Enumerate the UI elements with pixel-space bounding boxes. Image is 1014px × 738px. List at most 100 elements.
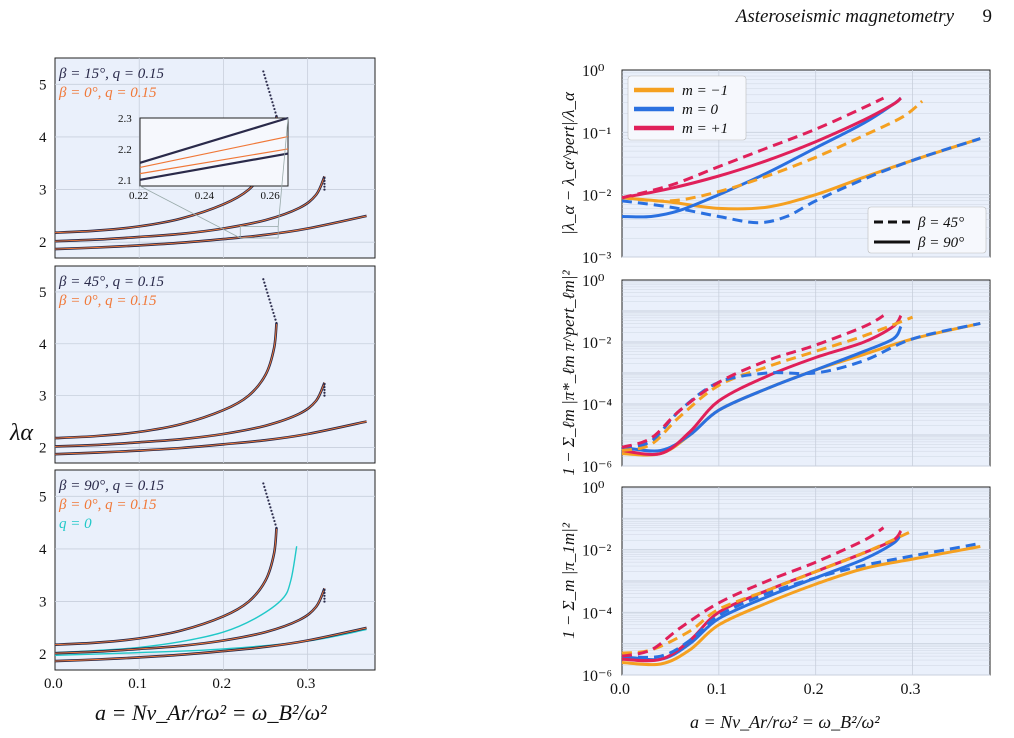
x-tick-label: 0.2	[804, 681, 824, 698]
inset-x-tick: 0.22	[129, 190, 148, 202]
y-tick-label: 3	[39, 595, 47, 611]
curve-tip-dot	[323, 391, 326, 394]
curve-beta0	[54, 176, 325, 242]
inset-y-tick: 2.2	[118, 144, 132, 156]
curve-tip-dot	[323, 591, 326, 594]
curve-beta0	[54, 527, 277, 646]
x-tick-label: 0.3	[297, 676, 316, 692]
curve-tip-dot	[271, 308, 274, 311]
curve-beta90	[621, 314, 903, 456]
zoom-connector	[139, 185, 241, 239]
curve-beta90	[621, 325, 903, 453]
curve-tip-dot	[265, 492, 268, 495]
panel-right-mid: 10⁰ 10⁻² 10⁻⁴ 10⁻⁶1 − Σ_ℓm |π*_ℓm π^pert_ℓm…	[559, 270, 991, 476]
legend-m: m = −1 m = 0 m = +1	[627, 75, 747, 141]
curve-tip-dot	[323, 176, 326, 180]
y-tick-label: 10⁻⁴	[582, 397, 612, 414]
x-tick-label: 0.2	[212, 676, 231, 692]
legend-entry: β = 45°, q = 0.15	[58, 274, 164, 290]
panel-left-top: 2 3 4 5 β = 15°, q = 0.15 β = 0°, q = 0.15 0.2…	[39, 57, 376, 259]
curve-tip-dot	[269, 301, 272, 304]
curve-tip-dot	[272, 311, 275, 315]
curve-tip-dot	[268, 298, 271, 301]
y-tick-label: 5	[39, 489, 47, 505]
curve-beta0	[54, 382, 325, 447]
curve-tip-dot	[275, 114, 278, 117]
legend-entry: β = 0°, q = 0.15	[58, 85, 157, 101]
panel-left-mid: 2 3 4 5 β = 45°, q = 0.15 β = 0°, q = 0.15	[39, 265, 376, 464]
curve-beta90	[621, 96, 902, 200]
inset-curve	[139, 135, 289, 169]
y-tick-label: 10⁻⁶	[582, 459, 612, 476]
curve-tip-dot	[274, 523, 277, 526]
curve-tip-dot	[263, 485, 266, 488]
panel-left-bot: 2 3 4 5 β = 90°, q = 0.15 β = 0°, q = 0.15 q =…	[9, 420, 376, 725]
curve-beta45	[621, 137, 981, 225]
curve-tip-dot	[273, 519, 276, 523]
legend-entry: β = 0°, q = 0.15	[58, 497, 157, 513]
curve-tip-dot	[323, 188, 326, 191]
curve-tip-dot	[274, 111, 277, 114]
curve-beta45	[621, 526, 885, 658]
running-title: Asteroseismic magnetometry	[735, 6, 954, 27]
curve-tip-dot	[265, 288, 268, 291]
legend-entry: q = 0	[59, 516, 92, 532]
curve-tip-dot	[275, 526, 278, 529]
curve-tip-dot	[275, 321, 278, 325]
y-tick-label: 3	[39, 389, 47, 405]
legend-entry: β = 15°, q = 0.15	[58, 66, 164, 82]
y-axis-label: 1 − Σ_ℓm |π*_ℓm π^pert_ℓm|²	[559, 270, 578, 476]
panel-right-bot: 10⁰ 10⁻² 10⁻⁴ 10⁻⁶ 1 − Σ_m |π_1m|² 0.0 0.1 0.2 0…	[559, 480, 991, 732]
y-tick-label: 5	[39, 285, 47, 301]
curve-tip-dot	[274, 318, 277, 321]
inset-x-tick: 0.24	[195, 190, 215, 202]
curve-tip-dot	[273, 107, 276, 111]
curve-beta0	[54, 421, 367, 455]
curve-tip-dot	[269, 506, 272, 509]
curve-tip-dot	[269, 94, 272, 97]
y-tick-label: 10⁻²	[582, 335, 611, 352]
x-tick-label: 0.0	[44, 676, 63, 692]
y-tick-label: 10⁻¹	[582, 125, 611, 142]
curve-tip-dot	[323, 597, 326, 600]
panel-right-top: 10⁰ 10⁻¹ 10⁻² 10⁻³|λ_α − λ_α^pert|/λ_α m = −…	[559, 63, 991, 267]
inset-curve	[139, 148, 289, 175]
curve-beta0	[54, 322, 277, 439]
legend-entry: β = 90°, q = 0.15	[58, 478, 164, 494]
curve-tip-dot	[323, 594, 326, 597]
curve-tip-dot	[267, 87, 270, 90]
x-tick-label: 0.1	[707, 681, 727, 698]
curve-tip-dot	[323, 179, 326, 182]
curve-beta45	[621, 96, 885, 200]
y-tick-label: 10⁻²	[582, 543, 611, 560]
legend-beta: β = 45° β = 90°	[867, 206, 987, 254]
inset-y-tick: 2.1	[118, 175, 132, 187]
page-header: Asteroseismic magnetometry 9	[0, 0, 1014, 40]
curve-tip-dot	[323, 182, 326, 185]
zoom-connector	[277, 117, 289, 227]
curve-tip-dot	[264, 489, 267, 492]
y-tick-label: 3	[39, 183, 47, 199]
y-tick-label: 4	[39, 542, 47, 558]
x-axis-label: a = Nv_Ar/rω² = ω_B²/ω²	[690, 712, 880, 732]
legend-entry: β = 0°, q = 0.15	[58, 293, 157, 309]
y-axis-label: 1 − Σ_m |π_1m|²	[559, 522, 578, 639]
curve-beta45	[621, 321, 981, 449]
page-number: 9	[982, 6, 993, 27]
y-axis-label: λα	[9, 420, 33, 446]
inset-x-tick: 0.26	[261, 190, 281, 202]
y-tick-label: 10⁻²	[582, 188, 611, 205]
curve-tip-dot	[262, 70, 265, 73]
y-tick-label: 2	[39, 440, 47, 456]
y-axis-label: |λ_α − λ_α^pert|/λ_α	[559, 91, 578, 235]
curve-beta45	[621, 541, 981, 659]
y-tick-label: 10⁻⁶	[582, 668, 612, 685]
curve-tip-dot	[323, 388, 326, 392]
y-tick-label: 10⁻³	[582, 250, 611, 267]
curve-tip-dot	[262, 482, 265, 485]
curve-tip-dot	[270, 509, 273, 512]
y-tick-label: 10⁰	[582, 480, 604, 497]
curve-tip-dot	[323, 185, 326, 188]
curve-tip-dot	[267, 294, 270, 298]
y-tick-label: 4	[39, 337, 47, 353]
